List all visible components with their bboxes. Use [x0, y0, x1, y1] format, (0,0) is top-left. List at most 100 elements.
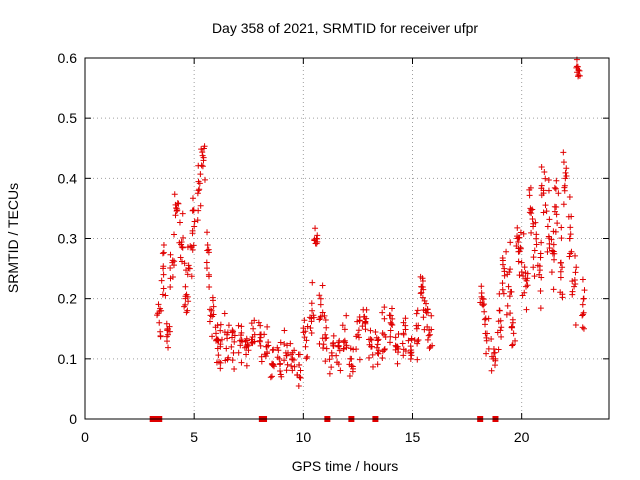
data-point-jitter	[235, 322, 242, 329]
data-point-jitter	[160, 285, 167, 292]
data-point-jitter	[203, 265, 210, 272]
data-point-jitter	[424, 336, 431, 343]
data-point-jitter	[180, 234, 187, 241]
data-point-jitter	[379, 309, 386, 316]
data-point-jitter	[394, 343, 401, 350]
data-point-jitter	[207, 306, 214, 313]
data-point-jitter	[537, 287, 544, 294]
data-point-jitter	[527, 184, 534, 191]
data-point-jitter	[206, 318, 213, 325]
data-point-jitter	[353, 333, 360, 340]
data-point-jitter	[312, 240, 319, 247]
data-point-jitter	[257, 334, 264, 341]
x-tick-label: 15	[405, 429, 421, 445]
data-point-jitter	[424, 309, 431, 316]
data-point-jitter	[425, 332, 432, 339]
data-point-jitter	[355, 327, 362, 334]
data-point-jitter	[319, 282, 326, 289]
data-point-jitter	[508, 323, 515, 330]
data-point-jitter	[572, 269, 579, 276]
data-point-jitter	[379, 348, 386, 355]
data-point-jitter	[288, 363, 295, 369]
data-point-jitter	[551, 208, 558, 215]
data-point-jitter	[169, 257, 176, 264]
data-point	[374, 349, 381, 356]
y-tick-label: 0.2	[58, 291, 78, 307]
data-point-jitter	[284, 361, 291, 368]
data-point-jitter	[326, 370, 333, 377]
data-point-jitter	[179, 210, 186, 217]
data-point-jitter	[360, 313, 367, 320]
data-point-jitter	[214, 322, 221, 329]
data-point-jitter	[346, 372, 353, 379]
data-point-jitter	[277, 339, 284, 346]
data-point-jitter	[348, 362, 355, 369]
data-point-jitter	[521, 289, 528, 296]
data-point-jitter	[304, 353, 311, 360]
data-point-jitter	[488, 367, 495, 374]
data-point-jitter	[572, 280, 579, 287]
data-point-jitter	[162, 292, 169, 299]
data-point-jitter	[355, 334, 362, 341]
data-point-jitter	[316, 292, 323, 299]
data-point-jitter	[340, 345, 347, 352]
data-point-jitter	[579, 312, 586, 319]
data-point-jitter	[322, 335, 329, 342]
grid-lines	[85, 58, 609, 419]
data-point-jitter	[581, 287, 588, 294]
y-tick-label: 0.4	[58, 170, 78, 186]
data-point-jitter	[418, 289, 425, 296]
data-point-jitter	[482, 321, 488, 328]
data-point-jitter	[407, 356, 414, 363]
data-point-jitter	[557, 259, 564, 266]
data-point-jitter	[191, 218, 198, 225]
data-point-jitter	[485, 345, 492, 352]
data-point-jitter	[314, 232, 321, 239]
data-point-jitter	[359, 323, 366, 330]
data-point	[571, 283, 578, 290]
data-point-jitter	[538, 163, 545, 170]
data-point-jitter	[537, 250, 544, 257]
data-point-jitter	[336, 337, 343, 344]
data-point-jitter	[408, 346, 415, 353]
data-point-jitter	[496, 307, 503, 314]
data-point-jitter	[387, 333, 394, 340]
data-point-jitter	[544, 248, 551, 255]
data-point-jitter	[158, 307, 165, 314]
data-point-jitter	[424, 323, 431, 330]
data-point-jitter	[160, 241, 167, 248]
data-point-jitter	[428, 326, 435, 333]
data-point-jitter	[195, 207, 202, 214]
data-point-jitter	[277, 368, 284, 375]
x-tick-label: 10	[296, 429, 312, 445]
data-point-jitter	[524, 282, 531, 289]
data-point-jitter	[290, 357, 297, 364]
data-point-jitter	[350, 365, 357, 372]
data-point-jitter	[256, 338, 263, 345]
data-point-jitter	[187, 243, 194, 250]
data-point-jitter	[545, 187, 552, 194]
data-point-jitter	[281, 357, 288, 364]
data-point	[302, 343, 309, 350]
data-point-jitter	[270, 361, 277, 368]
data-point	[505, 283, 512, 290]
data-point-jitter	[520, 230, 527, 237]
data-point-jitter	[270, 346, 277, 353]
data-point-jitter	[381, 347, 388, 354]
data-point-jitter	[408, 352, 415, 359]
data-point-jitter	[386, 312, 393, 319]
data-point-jitter	[387, 339, 394, 346]
data-point-jitter	[323, 324, 330, 331]
data-point-jitter	[330, 332, 337, 339]
data-point-jitter	[230, 328, 237, 335]
data-point-jitter	[291, 363, 298, 370]
data-point-jitter	[283, 367, 290, 374]
data-point-jitter	[269, 362, 276, 369]
data-point-jitter	[171, 258, 178, 265]
data-point-jitter	[415, 322, 422, 329]
data-point	[250, 325, 257, 332]
data-point-jitter	[366, 336, 373, 343]
data-point-jitter	[336, 342, 343, 349]
data-point-jitter	[551, 250, 558, 257]
data-point-jitter	[347, 345, 354, 352]
